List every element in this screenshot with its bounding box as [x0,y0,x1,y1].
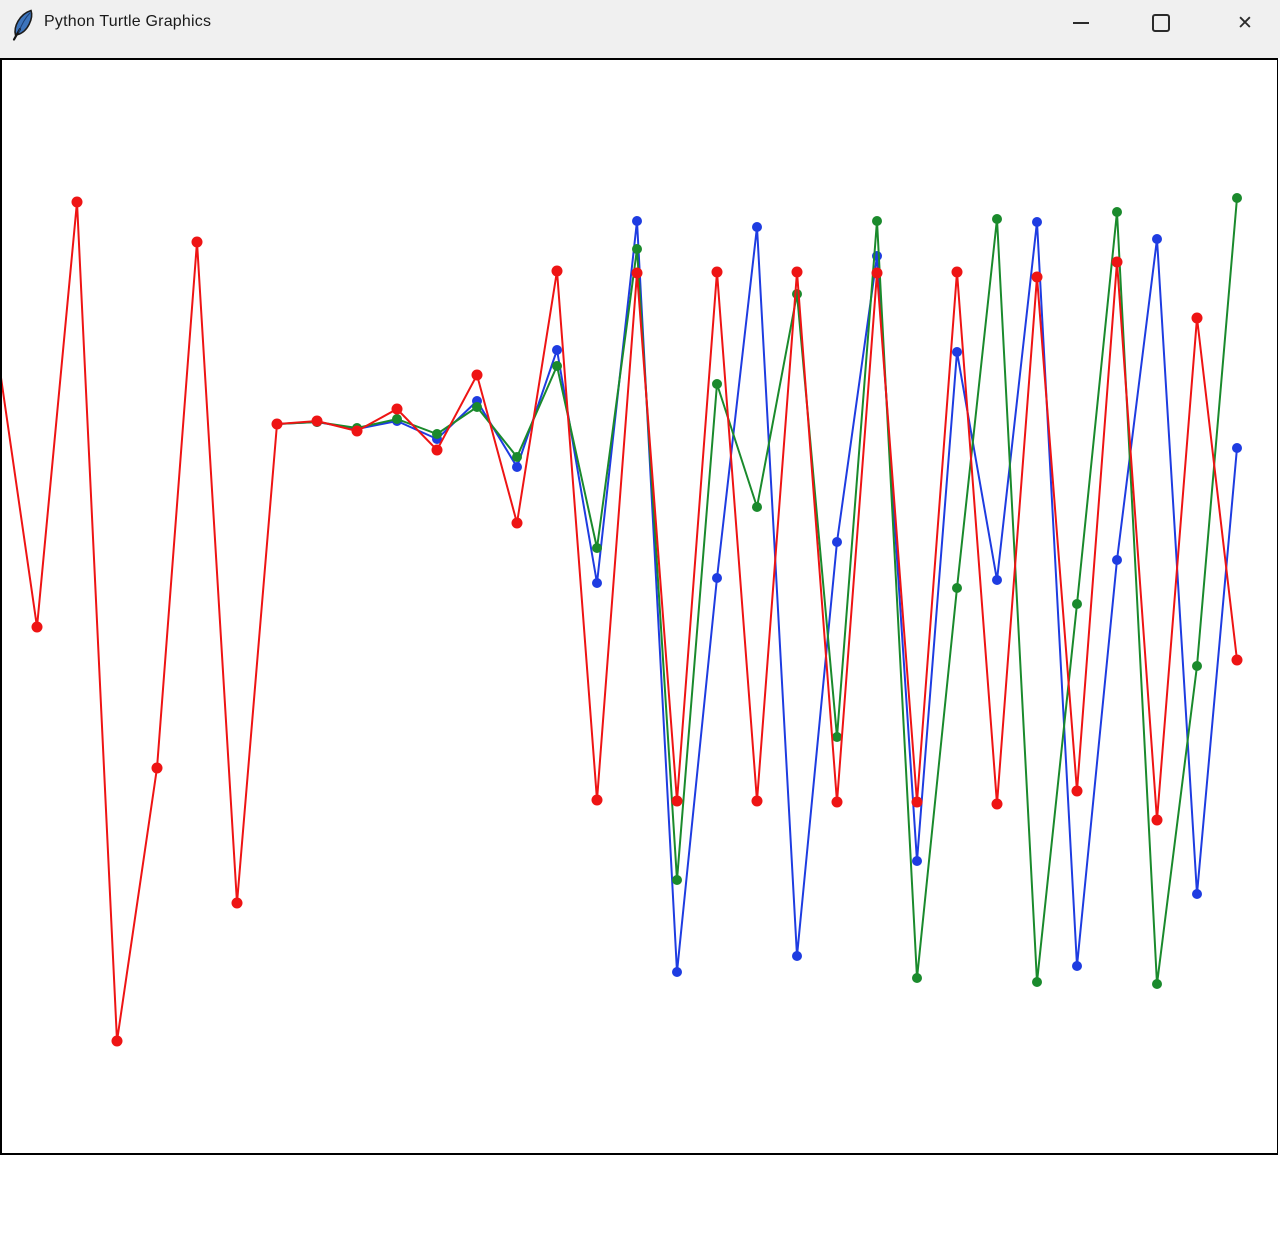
red-data-point [591,794,603,806]
green-data-point [1232,193,1242,203]
red-data-point [431,444,443,456]
blue-data-point [552,345,562,355]
blue-data-point [1232,443,1242,453]
red-data-point [631,267,643,279]
green-data-point [792,289,802,299]
blue-data-point [1032,217,1042,227]
green-data-point [1072,599,1082,609]
green-data-point [472,402,482,412]
green-data-point [872,216,882,226]
blue-data-point [1152,234,1162,244]
blue-data-point [792,951,802,961]
blue-data-point [952,347,962,357]
green-data-point [1032,977,1042,987]
green-data-point [552,361,562,371]
red-data-point [1031,271,1043,283]
green-data-point [752,502,762,512]
green-data-point [592,543,602,553]
maximize-button[interactable] [1138,0,1184,46]
red-data-point [271,418,283,430]
red-data-point [991,798,1003,810]
red-data-point [671,795,683,807]
green-data-point [952,583,962,593]
red-data-point [31,621,43,633]
blue-data-point [672,967,682,977]
red-data-point [871,267,883,279]
blue-data-point [912,856,922,866]
blue-data-point [1112,555,1122,565]
blue-data-point [832,537,842,547]
turtle-canvas-svg [2,193,1243,1047]
close-button[interactable]: ✕ [1222,0,1268,46]
green-data-point [632,244,642,254]
green-data-point [992,214,1002,224]
red-data-point [111,1035,123,1047]
window-titlebar: Python Turtle Graphics ✕ [0,0,1280,58]
green-data-point [912,973,922,983]
red-data-point [1231,654,1243,666]
blue-data-point [512,462,522,472]
green-data-point [672,875,682,885]
red-data-point [311,415,323,427]
blue-data-point [592,578,602,588]
red-data-point [791,266,803,278]
red-data-point [151,762,163,774]
window-title: Python Turtle Graphics [44,13,212,30]
green-data-point [1192,661,1202,671]
minimize-icon [1073,22,1089,24]
red-data-point [911,796,923,808]
green-data-point [512,452,522,462]
blue-data-point [712,573,722,583]
blue-data-point [992,575,1002,585]
red-data-point [351,425,363,437]
red-data-point [751,795,763,807]
red-data-point [711,266,723,278]
maximize-icon [1152,14,1170,32]
red-data-point [1191,312,1203,324]
green-data-point [392,414,402,424]
red-data-point [231,897,243,909]
red-data-point [511,517,523,529]
turtle-canvas [0,58,1278,1155]
blue-data-point [752,222,762,232]
red-data-point [391,403,403,415]
green-data-point [832,732,842,742]
red-data-point [551,265,563,277]
blue-data-point [632,216,642,226]
green-data-point [1152,979,1162,989]
minimize-button[interactable] [1058,0,1104,46]
red-series-line [2,201,1238,1042]
green-data-point [432,429,442,439]
python-feather-icon [12,9,33,41]
red-data-point [831,796,843,808]
green-data-point [712,379,722,389]
blue-series-line [276,220,1238,973]
red-data-point [191,236,203,248]
blue-data-point [1192,889,1202,899]
close-icon: ✕ [1237,12,1253,34]
red-data-point [71,196,83,208]
red-data-point [951,266,963,278]
red-data-point [471,369,483,381]
red-data-point [1111,256,1123,268]
red-data-point [1071,785,1083,797]
green-data-point [1112,207,1122,217]
blue-data-point [1072,961,1082,971]
red-data-point [1151,814,1163,826]
